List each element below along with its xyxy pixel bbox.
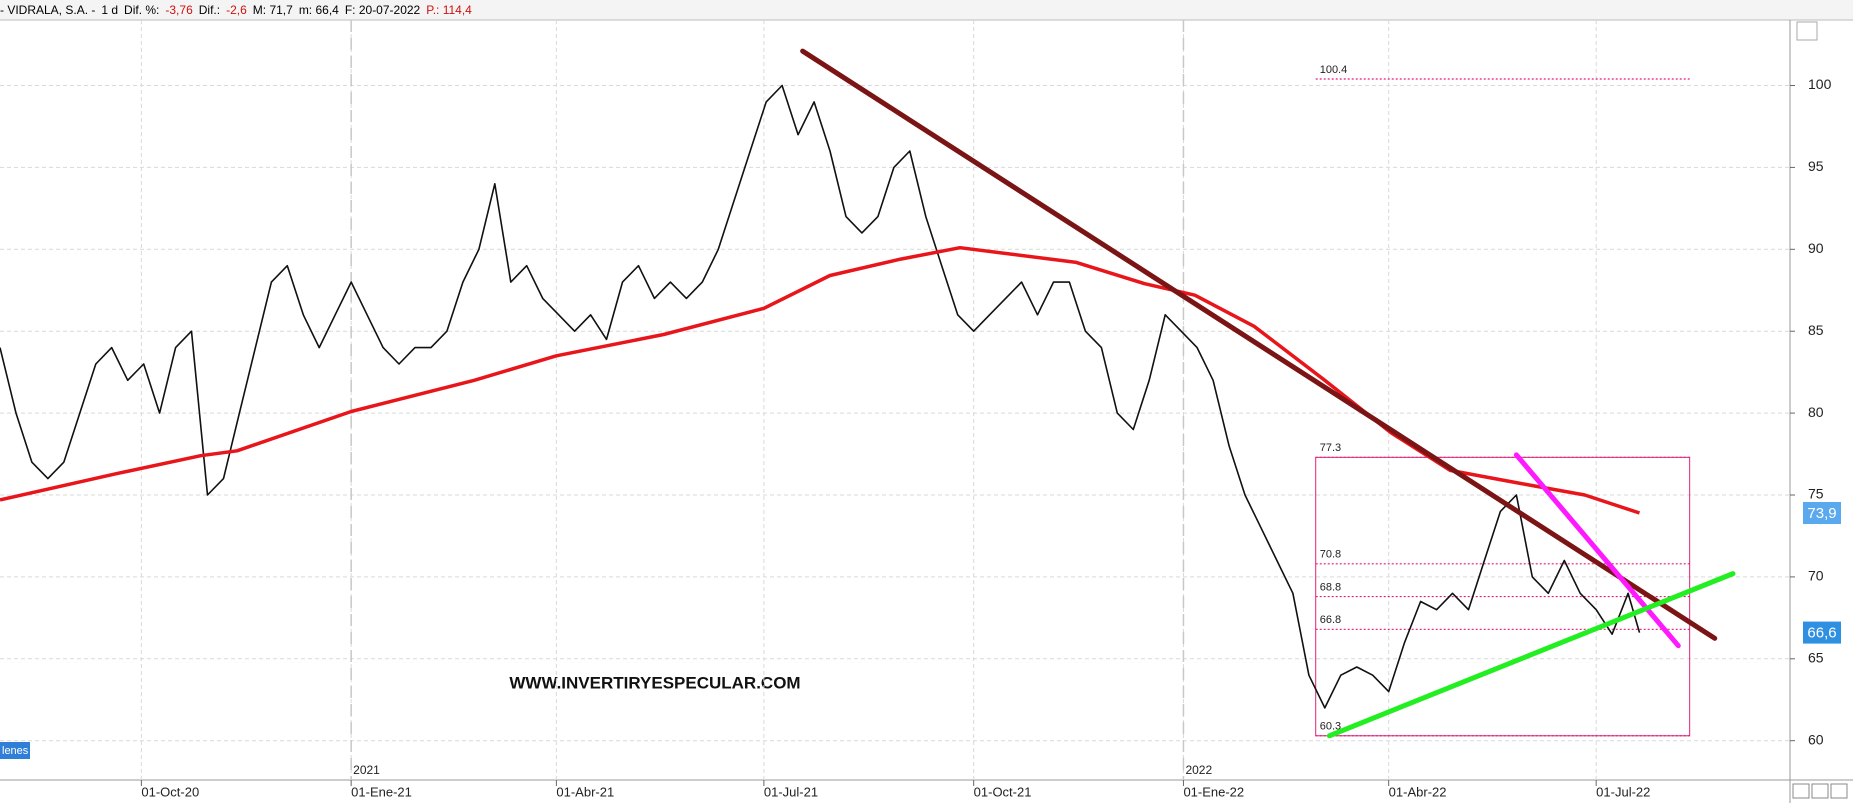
level-label: 60.3 [1320, 721, 1341, 733]
y-tick-label: 90 [1808, 240, 1824, 256]
x-tick-label: 01-Ene-22 [1183, 784, 1244, 799]
y-tick-label: 65 [1808, 649, 1824, 665]
trendline [1513, 452, 1681, 649]
y-tick-label: 85 [1808, 322, 1824, 338]
header-item: -3,76 [165, 3, 193, 17]
y-tick-label: 70 [1808, 568, 1824, 584]
x-tick-label: 01-Jul-21 [764, 784, 818, 799]
level-label: 100.4 [1320, 64, 1348, 76]
y-tick-label: 60 [1808, 731, 1824, 747]
year-label: 2022 [1185, 763, 1212, 777]
trendline [1326, 571, 1736, 739]
moving-average [0, 245, 1641, 515]
y-tick-label: 80 [1808, 404, 1824, 420]
y-tick-label: 75 [1808, 486, 1824, 502]
x-tick-label: 01-Abr-21 [556, 784, 614, 799]
maximize-button[interactable] [1830, 783, 1848, 799]
header-item: m: 66,4 [299, 3, 339, 17]
price-tag: 73,9 [1807, 505, 1836, 522]
watermark: WWW.INVERTIRYESPECULAR.COM [509, 673, 800, 692]
header-item: 1 d [101, 3, 118, 17]
header-item: P.: 114,4 [426, 3, 472, 17]
close-button[interactable] [1811, 783, 1829, 799]
header-item: Dif. %: [124, 3, 159, 17]
x-tick-label: 01-Oct-21 [974, 784, 1032, 799]
level-label: 66.8 [1320, 614, 1341, 626]
level-label: 70.8 [1320, 549, 1341, 561]
y-tick-label: 95 [1808, 158, 1824, 174]
x-tick-label: 01-Abr-22 [1389, 784, 1447, 799]
header-item: F: 20-07-2022 [345, 3, 421, 17]
level-label: 68.8 [1320, 581, 1341, 593]
price-tag-box [1803, 502, 1841, 525]
header-bar [0, 0, 1853, 20]
panel-label-box [0, 742, 30, 759]
level-label: 77.3 [1320, 442, 1341, 454]
scroll-button[interactable] [1792, 783, 1810, 799]
header: - VIDRALA, S.A. - 1 d Dif. %: -3,76 Dif.: -2,… [0, 3, 472, 17]
header-item: M: 71,7 [253, 3, 293, 17]
x-tick-label: 01-Ene-21 [351, 784, 412, 799]
year-label: 2021 [353, 763, 380, 777]
y-tick-label: 100 [1808, 76, 1832, 92]
price-tag-box [1803, 621, 1841, 644]
x-tick-label: 01-Jul-22 [1596, 784, 1650, 799]
x-tick-label: 01-Oct-20 [141, 784, 199, 799]
price-line [0, 84, 1641, 709]
header-item: Dif.: [199, 3, 220, 17]
header-item: -2,6 [226, 3, 247, 17]
header-item: - VIDRALA, S.A. - [0, 3, 95, 17]
trendline [800, 48, 1718, 641]
price-tag: 66,6 [1807, 625, 1836, 642]
panel-label: lenes [2, 745, 29, 757]
panel-button[interactable] [1796, 21, 1818, 41]
